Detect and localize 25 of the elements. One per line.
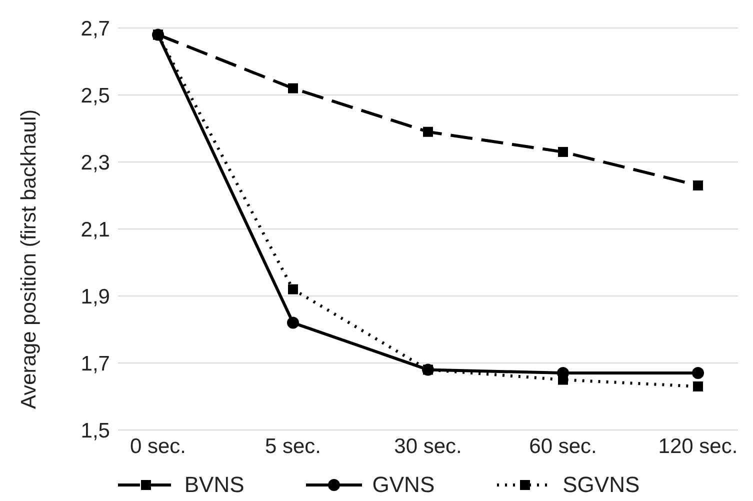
- y-tick-label: 2,5: [80, 84, 110, 108]
- point: [288, 83, 298, 94]
- point: [693, 180, 703, 190]
- x-tick-label: 60 sec.: [529, 434, 597, 458]
- y-tick-label: 2,7: [80, 17, 110, 40]
- legend-label: BVNS: [184, 472, 244, 498]
- point: [558, 146, 568, 157]
- y-tick-label: 1,5: [80, 419, 110, 442]
- x-tick-label: 5 sec.: [264, 434, 322, 458]
- y-tick-label: 1,7: [80, 352, 110, 376]
- x-tick-label: 0 sec.: [130, 434, 186, 458]
- point: [558, 374, 568, 385]
- x-tick-label: 120 sec.: [658, 434, 738, 458]
- point: [287, 316, 299, 329]
- legend-label: SGVNS: [562, 472, 640, 498]
- y-tick-label: 2,3: [80, 151, 110, 174]
- point: [288, 284, 298, 294]
- x-tick-label: 30 sec.: [394, 434, 462, 458]
- point: [423, 126, 433, 137]
- y-axis-title: Average position (first backhaul): [17, 109, 40, 409]
- y-tick-label: 2,1: [80, 218, 110, 242]
- point: [692, 367, 704, 380]
- legend-label: GVNS: [372, 472, 435, 498]
- point: [693, 381, 703, 392]
- y-tick-label: 1,9: [80, 285, 110, 308]
